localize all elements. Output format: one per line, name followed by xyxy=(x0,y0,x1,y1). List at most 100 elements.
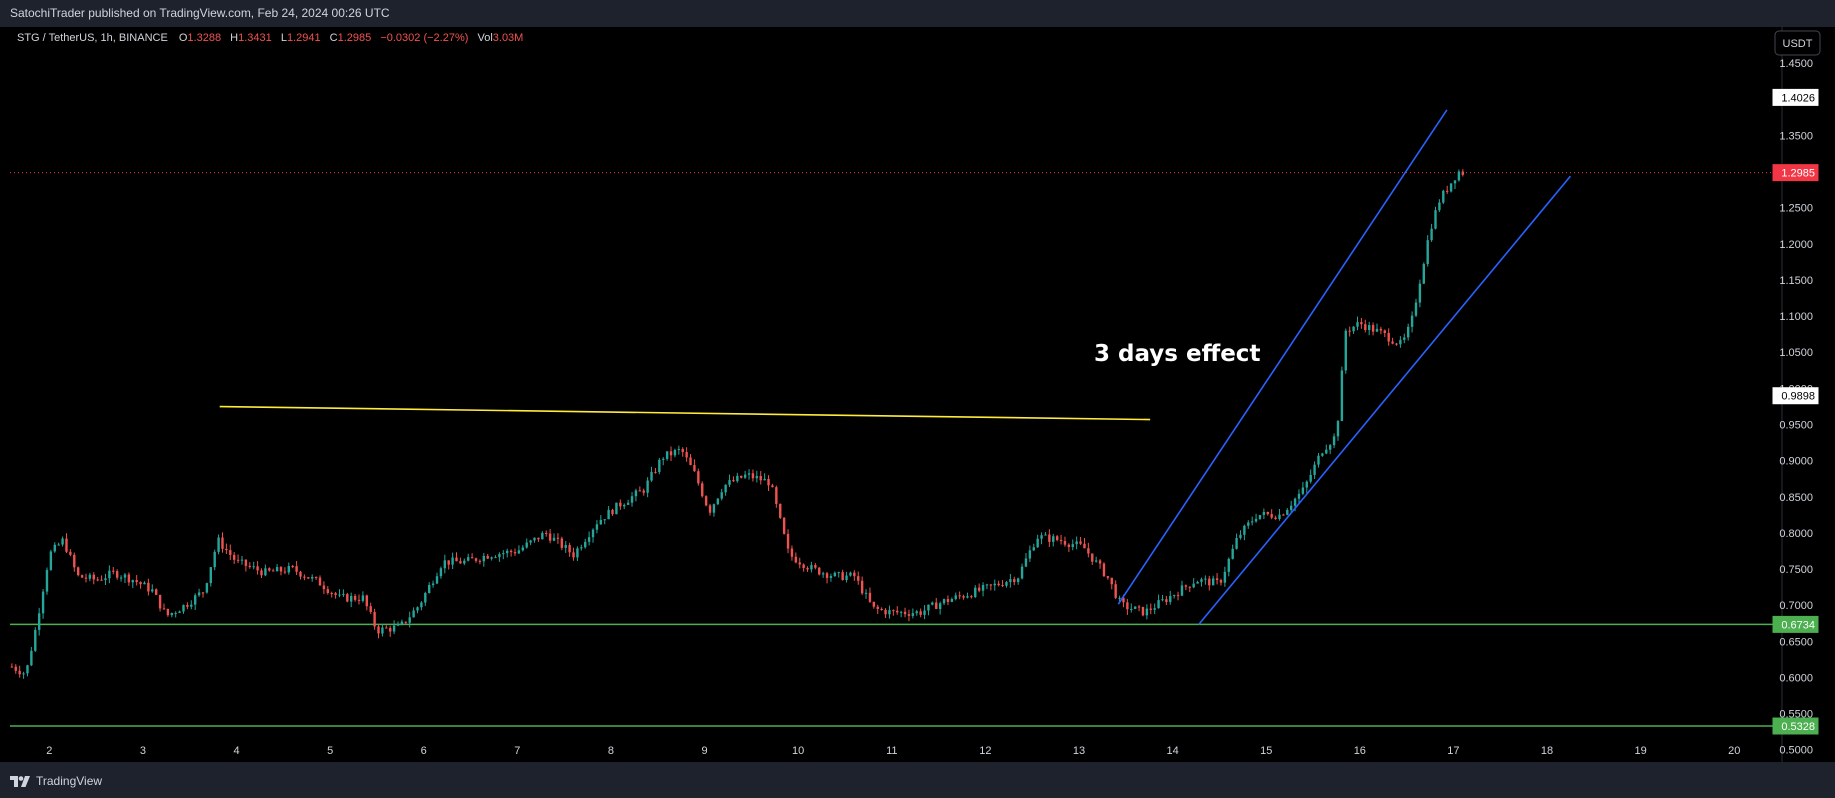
price-tick-label: 1.0500 xyxy=(1779,347,1813,359)
time-tick-label: 8 xyxy=(608,745,614,757)
price-chart[interactable]: 3 days effect STG / TetherUS, 1h, BINANC… xyxy=(0,27,1835,762)
candle-body xyxy=(837,572,840,574)
currency-button-label[interactable]: USDT xyxy=(1783,38,1813,50)
candle-body xyxy=(1371,325,1375,332)
candle-body xyxy=(1079,541,1082,544)
candle-body xyxy=(892,610,895,612)
candle-body xyxy=(37,613,41,630)
candle-body xyxy=(1305,481,1308,488)
price-tick-label: 0.8000 xyxy=(1779,528,1813,540)
candle-body xyxy=(1036,538,1039,548)
candle-body xyxy=(217,537,220,552)
candle-body xyxy=(431,583,435,585)
candle-body xyxy=(287,566,290,573)
candle-body xyxy=(350,596,353,602)
price-tick-label: 0.6500 xyxy=(1779,636,1813,648)
time-tick-label: 20 xyxy=(1728,745,1740,757)
candle-body xyxy=(642,490,645,493)
currency-button[interactable]: USDT xyxy=(1774,30,1821,56)
channel-line[interactable] xyxy=(1198,175,1572,625)
price-label-text: 0.5328 xyxy=(1781,721,1815,733)
candle-body xyxy=(790,548,794,557)
candle-body xyxy=(1282,514,1285,516)
candle-body xyxy=(841,572,844,581)
candle-body xyxy=(970,596,973,598)
candle-body xyxy=(158,594,162,609)
candle-body xyxy=(872,601,876,607)
candle-body xyxy=(720,492,723,499)
candle-body xyxy=(353,596,357,600)
candle-body xyxy=(1126,602,1129,610)
candle-body xyxy=(506,550,509,554)
candle-body xyxy=(857,576,860,581)
candle-body xyxy=(1005,582,1008,586)
candle-body xyxy=(205,583,209,593)
candle-body xyxy=(541,532,544,540)
candle-body xyxy=(1461,171,1464,175)
candle-body xyxy=(1235,538,1238,549)
candle-body xyxy=(607,509,610,520)
candle-body xyxy=(821,573,825,575)
candle-body xyxy=(209,567,212,584)
candle-body xyxy=(357,599,361,601)
candle-body xyxy=(950,599,954,602)
candle-body xyxy=(455,557,458,562)
candle-body xyxy=(1344,330,1347,371)
candle-body xyxy=(236,559,240,561)
candle-body xyxy=(96,579,99,581)
candle-body xyxy=(1219,580,1223,583)
candle-body xyxy=(162,608,166,610)
candle-body xyxy=(1180,585,1184,596)
candle-body xyxy=(213,551,216,568)
plot-area xyxy=(10,27,1792,762)
time-axis[interactable]: 2 3 4 5 6 7 8 9 10 11 12 13 14 15 16 17 18 19 20 xyxy=(46,745,1740,757)
candle-body xyxy=(396,624,400,626)
candle-body xyxy=(1169,596,1172,602)
candle-body xyxy=(30,650,33,666)
candle-body xyxy=(1032,547,1035,551)
candle-body xyxy=(264,568,267,576)
tradingview-logo[interactable]: TradingView xyxy=(10,774,102,788)
candle-body xyxy=(1414,302,1418,316)
candle-body xyxy=(724,484,727,493)
price-label: 0.6734 xyxy=(1772,615,1819,633)
candle-body xyxy=(252,566,255,568)
candle-body xyxy=(654,471,657,473)
currency-button-frame[interactable] xyxy=(1774,30,1821,56)
candle-body xyxy=(899,611,903,613)
legend-symbol: STG / TetherUS, 1h, BINANCE xyxy=(17,32,168,44)
price-tick-label: 0.7000 xyxy=(1779,600,1813,612)
channel-line[interactable] xyxy=(1117,109,1448,605)
candle-body xyxy=(463,560,466,564)
candle-body xyxy=(392,625,396,632)
candle-body xyxy=(22,673,25,675)
candle-body xyxy=(369,606,372,613)
candle-body xyxy=(650,471,653,481)
candle-body xyxy=(1258,514,1262,519)
candle-body xyxy=(568,545,571,553)
candle-body xyxy=(860,580,864,594)
candle-body xyxy=(299,571,302,577)
candle-body xyxy=(486,555,489,559)
candle-body xyxy=(1453,180,1457,184)
price-label: 0.9898 xyxy=(1772,387,1819,405)
candle-body xyxy=(818,567,821,575)
candle-body xyxy=(1438,202,1441,211)
candle-body xyxy=(884,609,887,615)
candle-body xyxy=(84,577,88,579)
candle-body xyxy=(1133,606,1137,609)
resistance-trendline[interactable] xyxy=(219,405,1151,421)
candle-body xyxy=(974,587,977,597)
candle-body xyxy=(798,562,801,565)
candle-body xyxy=(1075,541,1078,545)
price-label-box xyxy=(1772,164,1819,182)
publish-bar: SatochiTrader published on TradingView.c… xyxy=(0,0,1835,27)
candle-body xyxy=(712,504,716,513)
candle-body xyxy=(322,585,326,590)
candle-body xyxy=(669,451,673,456)
candle-body xyxy=(665,451,669,459)
candle-body xyxy=(962,596,965,598)
candle-body xyxy=(728,480,731,485)
candle-body xyxy=(794,556,798,563)
candle-body xyxy=(502,553,505,555)
